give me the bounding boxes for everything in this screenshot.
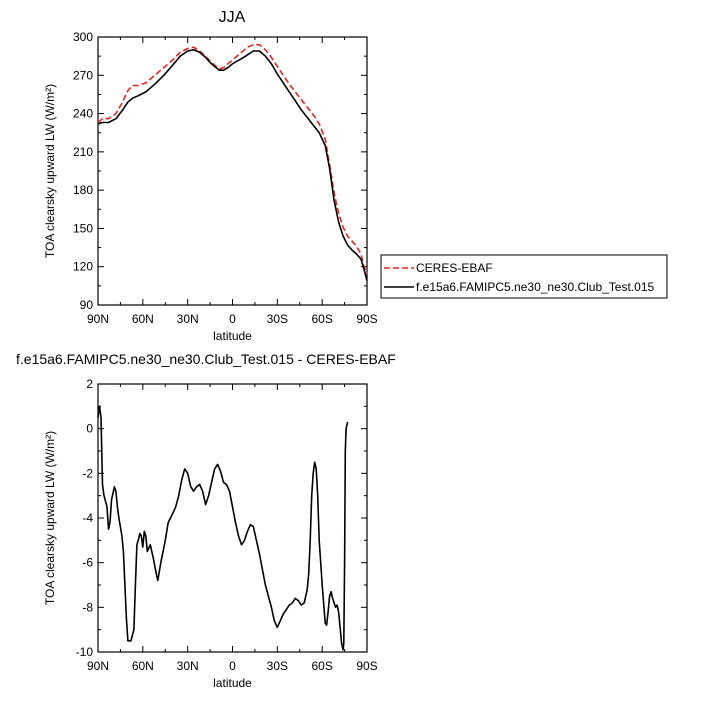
legend-label: f.e15a6.FAMIPC5.ne30_ne30.Club_Test.015 [416, 280, 654, 294]
legend-label: CERES-EBAF [416, 261, 493, 275]
x-tick-label: 90S [356, 312, 377, 326]
plot-frame [97, 383, 368, 653]
x-axis-label: latitude [213, 676, 252, 690]
series-line-ceres [97, 43, 368, 275]
y-tick-label: -8 [82, 600, 93, 614]
x-tick-label: 30N [177, 659, 199, 673]
y-tick-label: 0 [86, 422, 93, 436]
x-tick-label: 30S [267, 312, 288, 326]
y-tick-label: 240 [73, 107, 93, 121]
y-tick-label: 210 [73, 145, 93, 159]
chart-title-top: JJA [219, 9, 246, 26]
x-tick-label: 90S [356, 659, 377, 673]
x-tick-label: 30S [267, 659, 288, 673]
chart-title-bottom: f.e15a6.FAMIPC5.ne30_ne30.Club_Test.015 … [16, 351, 396, 367]
x-tick-label: 60N [132, 312, 154, 326]
y-tick-label: 120 [73, 260, 93, 274]
x-tick-label: 0 [229, 659, 236, 673]
legend-box [380, 254, 668, 299]
series-line-model [97, 405, 349, 651]
y-tick-label: 270 [73, 68, 93, 82]
x-axis-label: latitude [213, 329, 252, 343]
y-tick-label: -10 [76, 645, 94, 659]
y-tick-label: -2 [82, 466, 93, 480]
x-tick-label: 0 [229, 312, 236, 326]
y-tick-label: 150 [73, 221, 93, 235]
x-tick-label: 60S [311, 659, 332, 673]
y-tick-label: -4 [82, 511, 93, 525]
y-axis-label: TOA clearsky upward LW (W/m²) [43, 431, 57, 605]
bottom-panel: 90N 60N 30N 0 30S 60S 90S -10 -8 -6 -4 -2 0 2 latitude… [43, 377, 378, 690]
x-tick-label: 30N [177, 312, 199, 326]
top-panel: 90N 60N 30N 0 30S 60S 90S 90 120 150 180 210 240 270 3… [43, 30, 378, 343]
x-tick-label: 60N [132, 659, 154, 673]
x-tick-label: 90N [87, 659, 109, 673]
y-axis-label: TOA clearsky upward LW (W/m²) [43, 84, 57, 258]
plot-frame [97, 36, 368, 306]
x-tick-label: 90N [87, 312, 109, 326]
y-tick-label: 2 [86, 377, 93, 391]
y-tick-label: 180 [73, 183, 93, 197]
x-tick-label: 60S [311, 312, 332, 326]
y-tick-label: 300 [73, 30, 93, 44]
legend: CERES-EBAF f.e15a6.FAMIPC5.ne30_ne30.Club… [380, 254, 668, 299]
series-line-model [97, 49, 368, 282]
y-tick-label: -6 [82, 556, 93, 570]
y-tick-label: 90 [80, 298, 94, 312]
